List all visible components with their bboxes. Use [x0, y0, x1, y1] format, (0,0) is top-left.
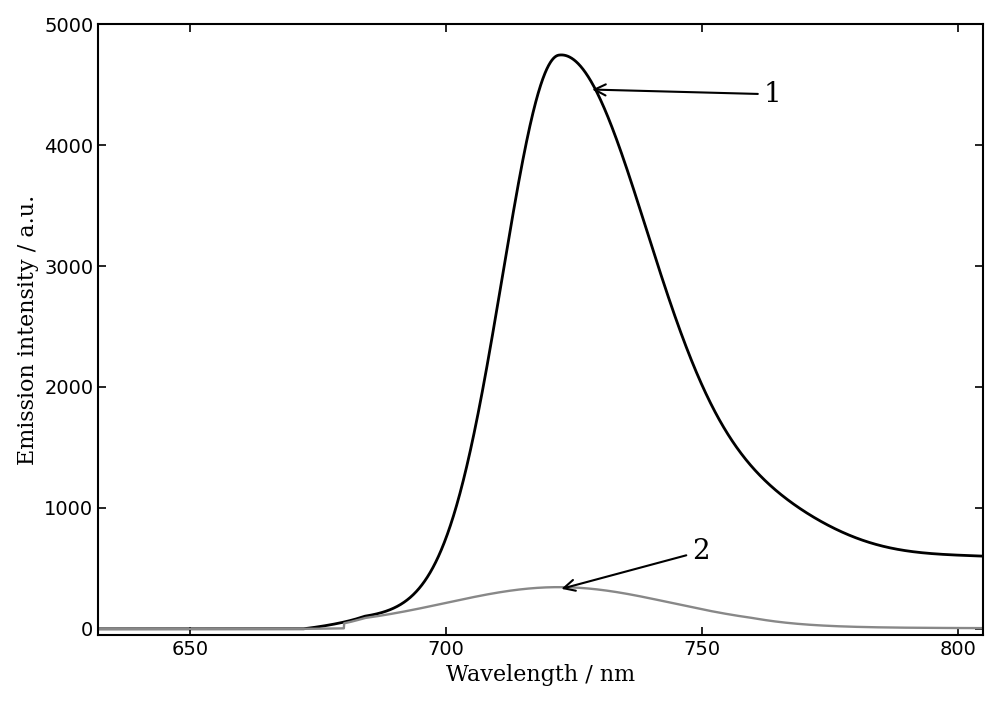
Y-axis label: Emission intensity / a.u.: Emission intensity / a.u. — [17, 195, 39, 465]
Text: 1: 1 — [595, 81, 781, 108]
X-axis label: Wavelength / nm: Wavelength / nm — [446, 664, 635, 686]
Text: 2: 2 — [564, 538, 709, 591]
